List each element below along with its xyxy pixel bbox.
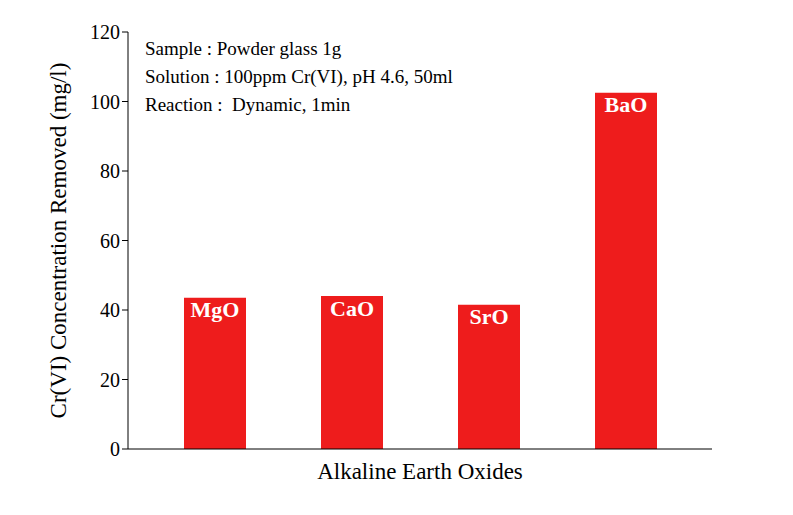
svg-text:80: 80 xyxy=(100,160,120,182)
svg-text:Cr(VI) Concentration Removed (: Cr(VI) Concentration Removed (mg/l) xyxy=(46,63,71,419)
html-text:Sample : Powder glass 1g: Sample : Powder glass 1g xyxy=(145,38,342,59)
svg-text:60: 60 xyxy=(100,230,120,252)
svg-text:0: 0 xyxy=(110,438,120,460)
svg-text:20: 20 xyxy=(100,369,120,391)
svg-text:MgO: MgO xyxy=(191,297,240,322)
svg-text:CaO: CaO xyxy=(330,296,374,321)
svg-text:SrO: SrO xyxy=(469,304,508,329)
svg-text:Alkaline Earth Oxides: Alkaline Earth Oxides xyxy=(317,459,523,484)
svg-text:40: 40 xyxy=(100,299,120,321)
svg-text:120: 120 xyxy=(90,21,120,43)
html-text:Reaction : Dynamic, 1min: Reaction : Dynamic, 1min xyxy=(145,94,351,115)
svg-text:BaO: BaO xyxy=(605,92,648,117)
html-text:Solution : 100ppm Cr(VI), pH 4: Solution : 100ppm Cr(VI), pH 4.6, 50ml xyxy=(145,66,453,87)
svg-text:100: 100 xyxy=(90,91,120,113)
